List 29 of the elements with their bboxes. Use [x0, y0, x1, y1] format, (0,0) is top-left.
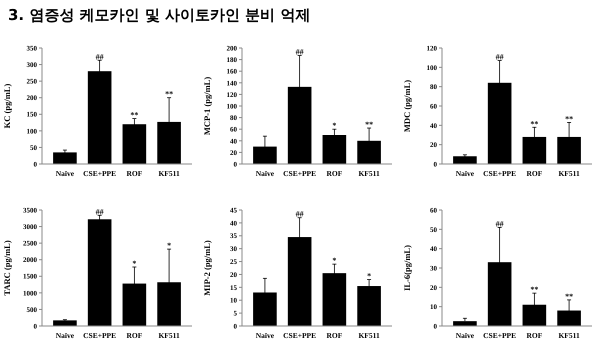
annotation: *	[332, 121, 336, 130]
annotation: *	[332, 256, 336, 266]
annotation: **	[565, 114, 574, 124]
bar	[453, 156, 477, 164]
annotation: *	[167, 241, 172, 250]
annotation: ##	[496, 52, 504, 62]
bar	[453, 321, 477, 326]
annotation: **	[165, 90, 174, 99]
annotation: *	[367, 272, 372, 281]
y-axis-title: MDC (pg/mL)	[402, 80, 412, 132]
y-axis-title: MIP-2 (pg/mL)	[202, 240, 212, 296]
annotation: **	[530, 285, 538, 294]
annotation: **	[130, 110, 138, 120]
annotation: ##	[496, 219, 504, 228]
bar	[53, 152, 77, 164]
annotation: **	[530, 119, 538, 128]
annotation: **	[365, 120, 374, 130]
y-axis-title: MCP-1 (pg/mL)	[202, 76, 212, 136]
y-axis-title: TARC (pg/mL)	[2, 240, 12, 296]
annotation: ##	[96, 207, 104, 216]
annotation: **	[565, 292, 574, 301]
annotation: ##	[296, 48, 304, 57]
y-axis-title: IL-6(pg/mL)	[402, 244, 412, 291]
bar	[88, 219, 112, 326]
annotation: ##	[296, 210, 304, 219]
y-axis-title: KC (pg/mL)	[2, 84, 12, 128]
text: 3. 염증성 케모카인 및 사이토카인 분비 억제	[8, 6, 310, 24]
annotation: ##	[96, 52, 104, 62]
annotation: *	[132, 259, 136, 268]
